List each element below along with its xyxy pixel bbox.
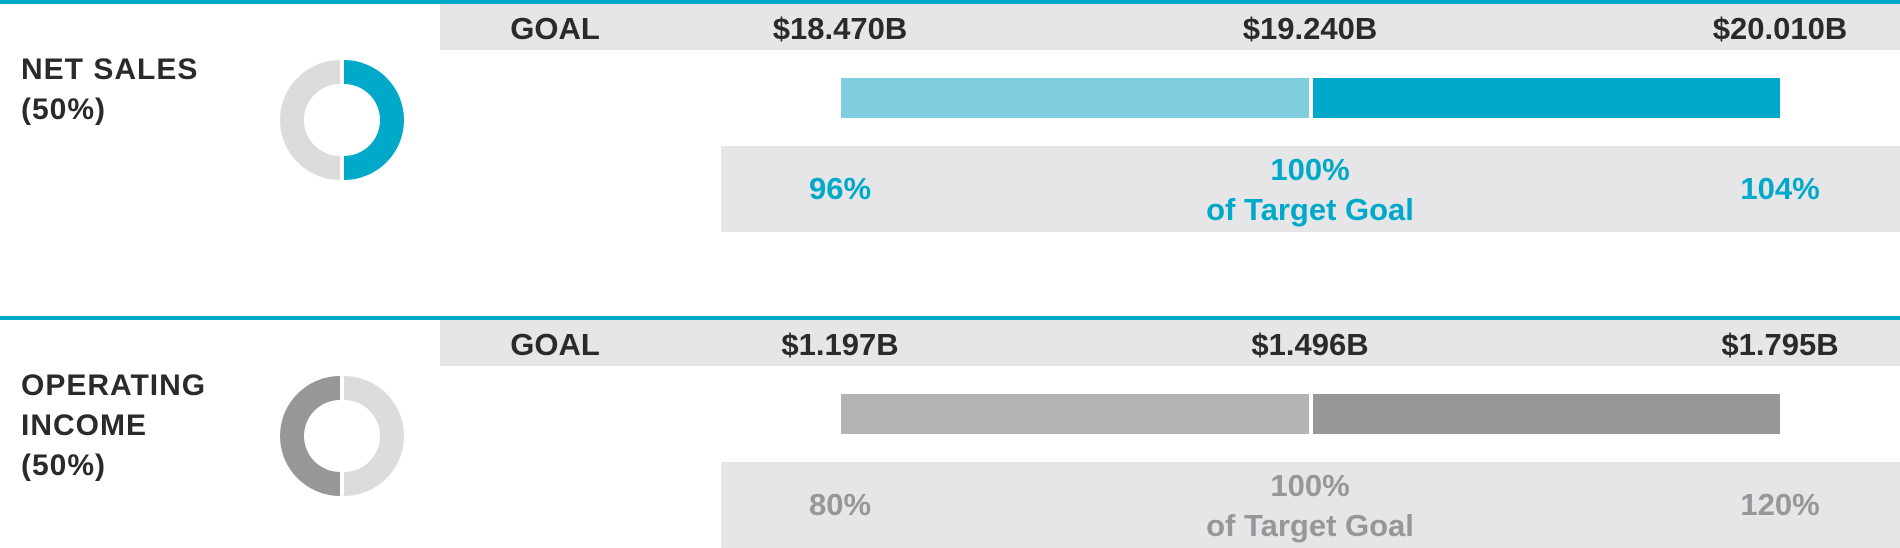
section-divider — [0, 316, 1900, 320]
weight-donut — [280, 60, 404, 180]
metric-label: OPERATING INCOME (50%) — [21, 366, 206, 486]
weight-donut — [280, 376, 404, 496]
goal-value-high: $20.010B — [1712, 11, 1848, 46]
range-bar-above-target — [1313, 78, 1780, 118]
goal-band: GOAL — [440, 4, 1900, 50]
goal-value-low: $18.470B — [772, 11, 908, 46]
donut-rest-slice — [344, 376, 404, 496]
percent-target-caption: of Target Goal — [1206, 508, 1414, 543]
section-divider — [0, 0, 1900, 4]
metric-weight: (50%) — [21, 449, 107, 482]
operating-income-section: GOAL $1.197B $1.496B $1.795B OPERATING I… — [0, 316, 1900, 548]
metric-name-line1: OPERATING — [21, 369, 207, 402]
goal-value-target: $19.240B — [1242, 11, 1378, 46]
goal-value-target: $1.496B — [1251, 327, 1369, 362]
percent-target: 100% of Target Goal — [1110, 466, 1510, 546]
percent-low: 96% — [808, 171, 872, 206]
goal-title: GOAL — [510, 11, 600, 46]
metric-label: NET SALES (50%) — [21, 50, 198, 130]
metric-weight: (50%) — [21, 93, 107, 126]
metric-name-line2: INCOME — [21, 409, 147, 442]
percent-target: 100% of Target Goal — [1110, 150, 1510, 230]
goal-band: GOAL — [440, 320, 1900, 366]
goal-title: GOAL — [510, 327, 600, 362]
metric-name: NET SALES — [21, 53, 199, 86]
percent-target-value: 100% — [1270, 152, 1350, 187]
range-bar-below-target — [841, 78, 1309, 118]
percent-band — [721, 146, 1900, 232]
range-bar-below-target — [841, 394, 1309, 434]
donut-weight-slice — [344, 60, 404, 180]
percent-band — [721, 462, 1900, 548]
donut-weight-slice — [280, 376, 340, 496]
range-bar-above-target — [1313, 394, 1780, 434]
goal-value-low: $1.197B — [781, 327, 899, 362]
percent-low: 80% — [808, 487, 872, 522]
percent-target-caption: of Target Goal — [1206, 192, 1414, 227]
goal-value-high: $1.795B — [1721, 327, 1839, 362]
percent-high: 104% — [1740, 171, 1820, 206]
net-sales-section: GOAL $18.470B $19.240B $20.010B NET SALE… — [0, 0, 1900, 232]
donut-rest-slice — [280, 60, 340, 180]
percent-target-value: 100% — [1270, 468, 1350, 503]
percent-high: 120% — [1740, 487, 1820, 522]
